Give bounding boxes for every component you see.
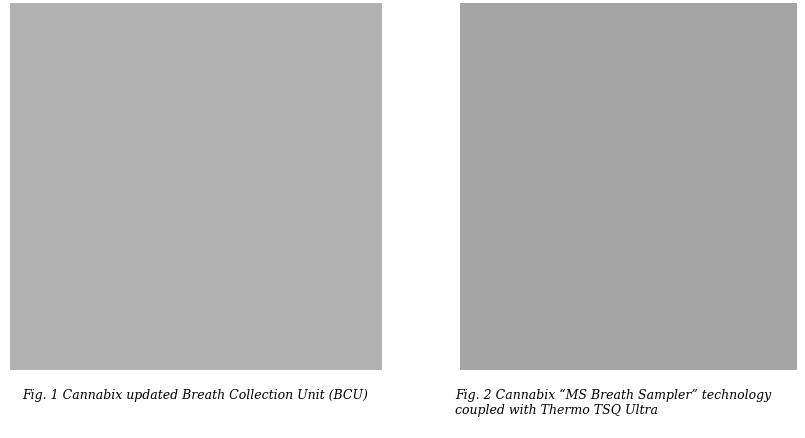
Text: Fig. 2 Cannabix “MS Breath Sampler” technology
coupled with Thermo TSQ Ultra: Fig. 2 Cannabix “MS Breath Sampler” tech… bbox=[456, 388, 771, 416]
Text: Fig. 1 Cannabix updated Breath Collection Unit (BCU): Fig. 1 Cannabix updated Breath Collectio… bbox=[23, 388, 369, 401]
